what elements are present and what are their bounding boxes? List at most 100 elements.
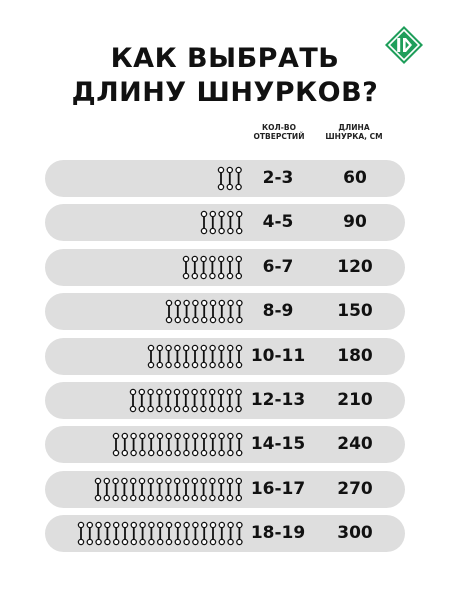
eyelet-pair: [103, 477, 111, 501]
eyelet-pair: [138, 521, 146, 546]
eyelet-pair: [147, 477, 155, 501]
eyelet-pair: [218, 477, 225, 501]
eyelet-pair: [191, 521, 199, 546]
table-row: 18-19 300: [45, 515, 405, 553]
eyelet-pair: [209, 344, 216, 368]
eyelet-pair: [130, 521, 137, 546]
page-title: КАК ВЫБРАТЬ ДЛИНУ ШНУРКОВ?: [0, 42, 450, 110]
eyelet-pair: [226, 344, 234, 368]
eyelet-pair: [156, 433, 164, 457]
eyelet-pair: [165, 433, 172, 457]
column-header-length: ДЛИНА ШНУРКА, СМ: [318, 123, 390, 141]
eyelet-pair: [77, 521, 84, 546]
eyelet-pair: [209, 477, 216, 501]
lace-length: 120: [337, 256, 373, 277]
eyelet-pair: [191, 255, 199, 280]
lace-length: 300: [337, 523, 373, 544]
eyelets-icon: [218, 166, 243, 191]
lace-length-table: 2-3 60 4-5 90 6-7 120 8-9 150 10-11 180 …: [45, 160, 405, 560]
eyelet-pair: [147, 344, 155, 368]
holes-count: 4-5: [262, 212, 294, 233]
eyelet-pair: [94, 521, 102, 546]
eyelet-pair: [147, 388, 155, 413]
eyelet-pair: [112, 477, 120, 501]
eyelet-pair: [226, 211, 234, 235]
eyelet-pair: [182, 388, 190, 413]
eyelet-pair: [165, 344, 172, 368]
eyelet-pair: [218, 388, 225, 413]
eyelets-icon: [200, 211, 243, 235]
eyelet-pair: [121, 477, 128, 501]
eyelet-pair: [165, 388, 172, 413]
eyelet-pair: [235, 388, 243, 413]
eyelet-pair: [200, 299, 208, 324]
eyelet-pair: [218, 521, 225, 546]
eyelet-pair: [138, 388, 146, 413]
eyelet-pair: [174, 388, 181, 413]
lace-length: 240: [337, 434, 373, 455]
eyelets-icon: [77, 521, 243, 546]
eyelet-pair: [218, 255, 225, 280]
eyelet-pair: [218, 211, 225, 235]
eyelet-pair: [226, 388, 234, 413]
eyelet-pair: [130, 433, 137, 457]
eyelet-pair: [112, 433, 120, 457]
eyelet-pair: [200, 477, 208, 501]
table-row: 6-7 120: [45, 248, 405, 286]
holes-count: 8-9: [262, 301, 294, 322]
lace-length: 150: [337, 301, 373, 322]
eyelet-pair: [235, 166, 243, 191]
eyelet-pair: [226, 433, 234, 457]
eyelet-pair: [174, 344, 181, 368]
eyelet-pair: [182, 344, 190, 368]
eyelet-pair: [200, 388, 208, 413]
eyelet-pair: [112, 521, 120, 546]
eyelet-pair: [174, 521, 181, 546]
eyelets-icon: [94, 477, 243, 501]
table-row: 16-17 270: [45, 470, 405, 508]
eyelet-pair: [200, 255, 208, 280]
table-row: 2-3 60: [45, 160, 405, 197]
eyelet-pair: [235, 344, 243, 368]
lace-length: 210: [337, 389, 373, 410]
eyelet-pair: [235, 255, 243, 280]
eyelet-pair: [191, 433, 199, 457]
holes-count: 10-11: [250, 345, 306, 366]
eyelet-pair: [182, 255, 190, 280]
eyelet-pair: [182, 433, 190, 457]
eyelet-pair: [156, 477, 164, 501]
eyelet-pair: [235, 299, 243, 324]
eyelet-pair: [86, 521, 93, 546]
eyelet-pair: [156, 388, 164, 413]
eyelet-pair: [226, 166, 234, 191]
eyelet-pair: [156, 521, 164, 546]
eyelet-pair: [209, 388, 216, 413]
eyelet-pair: [191, 477, 199, 501]
eyelet-pair: [182, 477, 190, 501]
eyelet-pair: [182, 521, 190, 546]
lace-length: 180: [337, 345, 373, 366]
eyelet-pair: [209, 433, 216, 457]
brand-logo-icon: [385, 26, 423, 64]
eyelet-pair: [182, 299, 190, 324]
eyelets-icon: [182, 255, 243, 280]
eyelets-icon: [165, 299, 243, 324]
column-header-holes: КОЛ-ВО ОТВЕРСТИЙ: [248, 123, 310, 141]
holes-count: 14-15: [250, 434, 306, 455]
eyelet-pair: [235, 211, 243, 235]
eyelet-pair: [226, 521, 234, 546]
column-header-holes-line-1: КОЛ-ВО: [262, 123, 296, 132]
eyelet-pair: [200, 344, 208, 368]
eyelet-pair: [147, 433, 155, 457]
eyelet-pair: [218, 344, 225, 368]
eyelets-icon: [112, 433, 243, 457]
eyelet-pair: [235, 477, 243, 501]
eyelet-pair: [174, 477, 181, 501]
eyelet-pair: [165, 299, 172, 324]
table-row: 14-15 240: [45, 426, 405, 464]
eyelet-pair: [147, 521, 155, 546]
eyelets-icon: [147, 344, 243, 368]
eyelet-pair: [209, 255, 216, 280]
eyelet-pair: [226, 299, 234, 324]
eyelet-pair: [174, 299, 181, 324]
